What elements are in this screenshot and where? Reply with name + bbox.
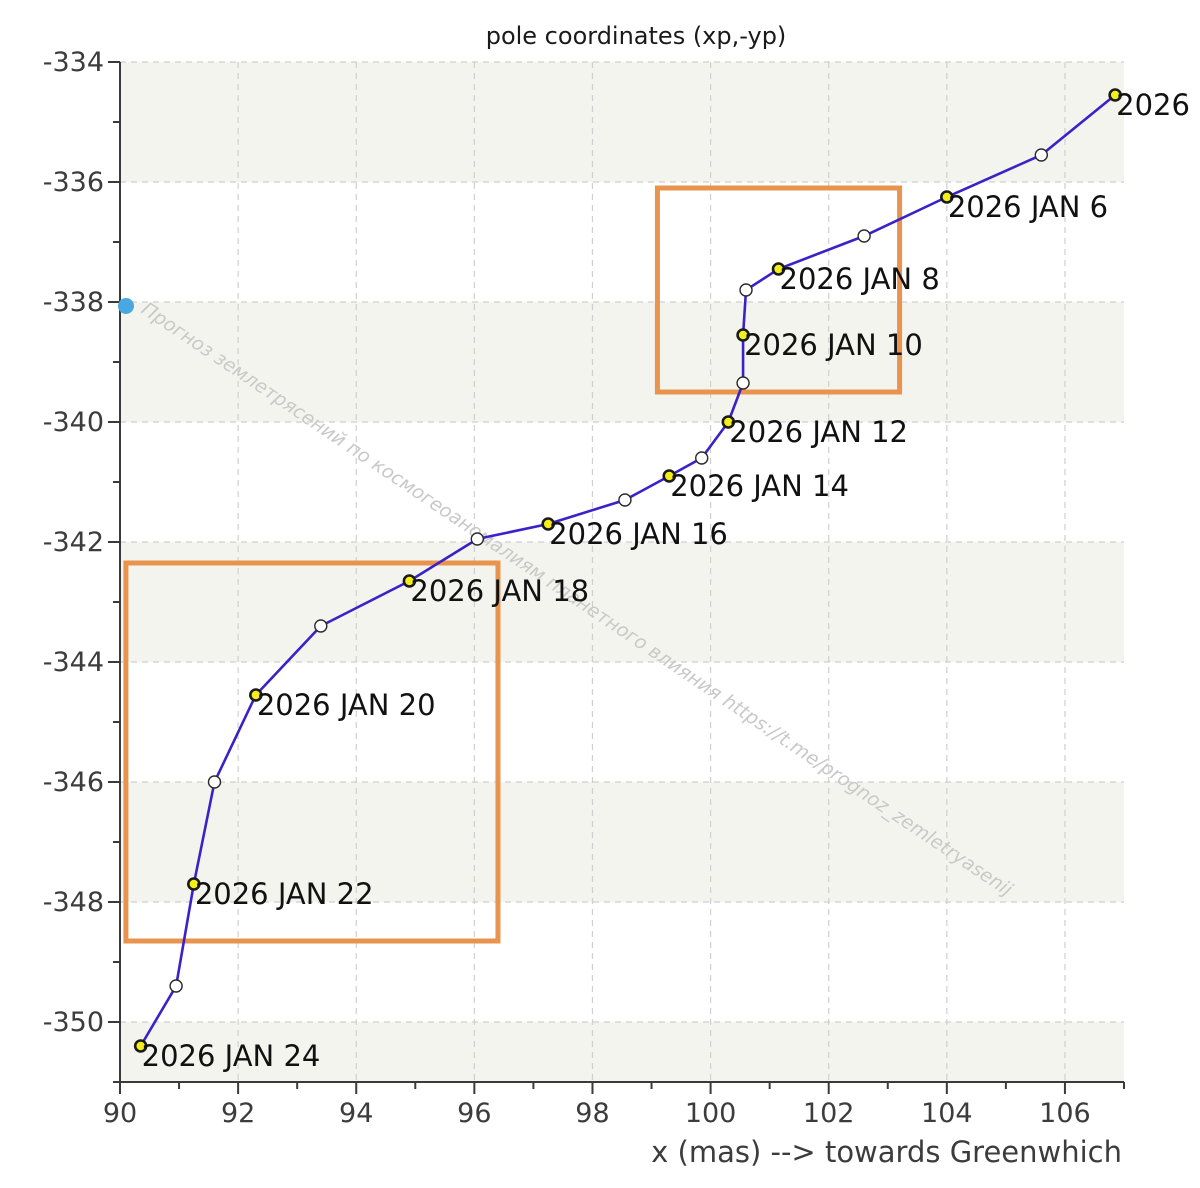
y-tick-label: -340	[43, 407, 104, 438]
data-point	[618, 493, 632, 507]
point-label: 2026 JAN 6	[948, 190, 1108, 224]
plot-band	[120, 542, 1124, 662]
data-point	[169, 979, 183, 993]
data-point	[314, 619, 328, 633]
point-label: 2026 JAN 10	[744, 328, 923, 362]
point-label: 2026 JAN 20	[257, 688, 436, 722]
point-label: 2026 JAN 22	[195, 877, 374, 911]
data-point-dated	[402, 574, 417, 588]
y-tick-label: -338	[43, 287, 104, 318]
data-point	[739, 283, 753, 297]
data-point-dated	[662, 469, 677, 483]
data-point-dated	[187, 877, 201, 891]
x-tick-label: 98	[575, 1098, 609, 1129]
data-point	[1034, 148, 1049, 162]
watermark-dot-icon	[118, 298, 134, 314]
y-tick-label: -350	[43, 1007, 104, 1038]
highlight-box	[654, 185, 903, 395]
plot-background-bands	[120, 62, 1124, 1082]
axis-ticks	[108, 61, 1125, 1094]
x-tick-label: 96	[457, 1098, 491, 1129]
data-point	[470, 532, 485, 546]
data-point-dated	[736, 328, 750, 342]
point-label: 2026 JAN 12	[729, 415, 908, 449]
data-point-dated	[1108, 88, 1122, 102]
x-tick-label: 104	[921, 1098, 973, 1129]
plot-band	[120, 62, 1124, 182]
point-labels: 2026 2026 JAN 6 2026 JAN 8 2026 JAN 10 2026 …	[142, 88, 1190, 1073]
data-point-dated	[249, 688, 263, 702]
point-label: 2026 JAN 14	[670, 469, 849, 503]
data-point-dated	[541, 517, 555, 531]
x-tick-label: 94	[339, 1098, 373, 1129]
x-tick-label: 90	[103, 1098, 137, 1129]
point-label: 2026 JAN 24	[142, 1039, 321, 1073]
data-point	[695, 451, 709, 465]
plot-band	[120, 302, 1124, 422]
data-point	[857, 229, 871, 243]
y-tick-labels: -334 -336 -338 -340 -342 -344 -346 -348 -350	[43, 47, 104, 1038]
y-tick-label: -336	[43, 167, 104, 198]
data-point	[207, 775, 222, 789]
y-tick-label: -348	[43, 887, 104, 918]
series-markers	[133, 88, 1122, 1053]
highlight-boxes	[123, 185, 903, 944]
y-tick-label: -346	[43, 767, 104, 798]
data-point-dated	[940, 190, 954, 204]
y-tick-label: -342	[43, 527, 104, 558]
x-tick-label: 106	[1039, 1098, 1091, 1129]
x-tick-label: 92	[221, 1098, 255, 1129]
highlight-box	[123, 560, 501, 944]
data-point-dated	[771, 262, 786, 276]
x-axis-label: x (mas) --> towards Greenwhich	[651, 1135, 1122, 1169]
x-tick-labels: 90 92 94 96 98 100 102 104 106	[103, 1098, 1091, 1129]
grid-lines	[119, 61, 1124, 1082]
x-tick-label: 102	[803, 1098, 855, 1129]
point-label: 2026 JAN 8	[780, 262, 940, 296]
y-tick-label: -334	[43, 47, 104, 78]
data-point	[736, 376, 750, 390]
plot-band	[120, 782, 1124, 902]
data-point-dated	[721, 415, 736, 429]
plot-band	[120, 1022, 1124, 1082]
point-label: 2026	[1116, 88, 1190, 122]
x-tick-label: 100	[685, 1098, 737, 1129]
point-label: 2026 JAN 18	[410, 574, 589, 608]
point-label: 2026 JAN 16	[549, 517, 728, 551]
data-point-dated	[133, 1039, 148, 1053]
y-tick-label: -344	[43, 647, 104, 678]
chart-title: pole coordinates (xp,-yp)	[486, 22, 787, 50]
